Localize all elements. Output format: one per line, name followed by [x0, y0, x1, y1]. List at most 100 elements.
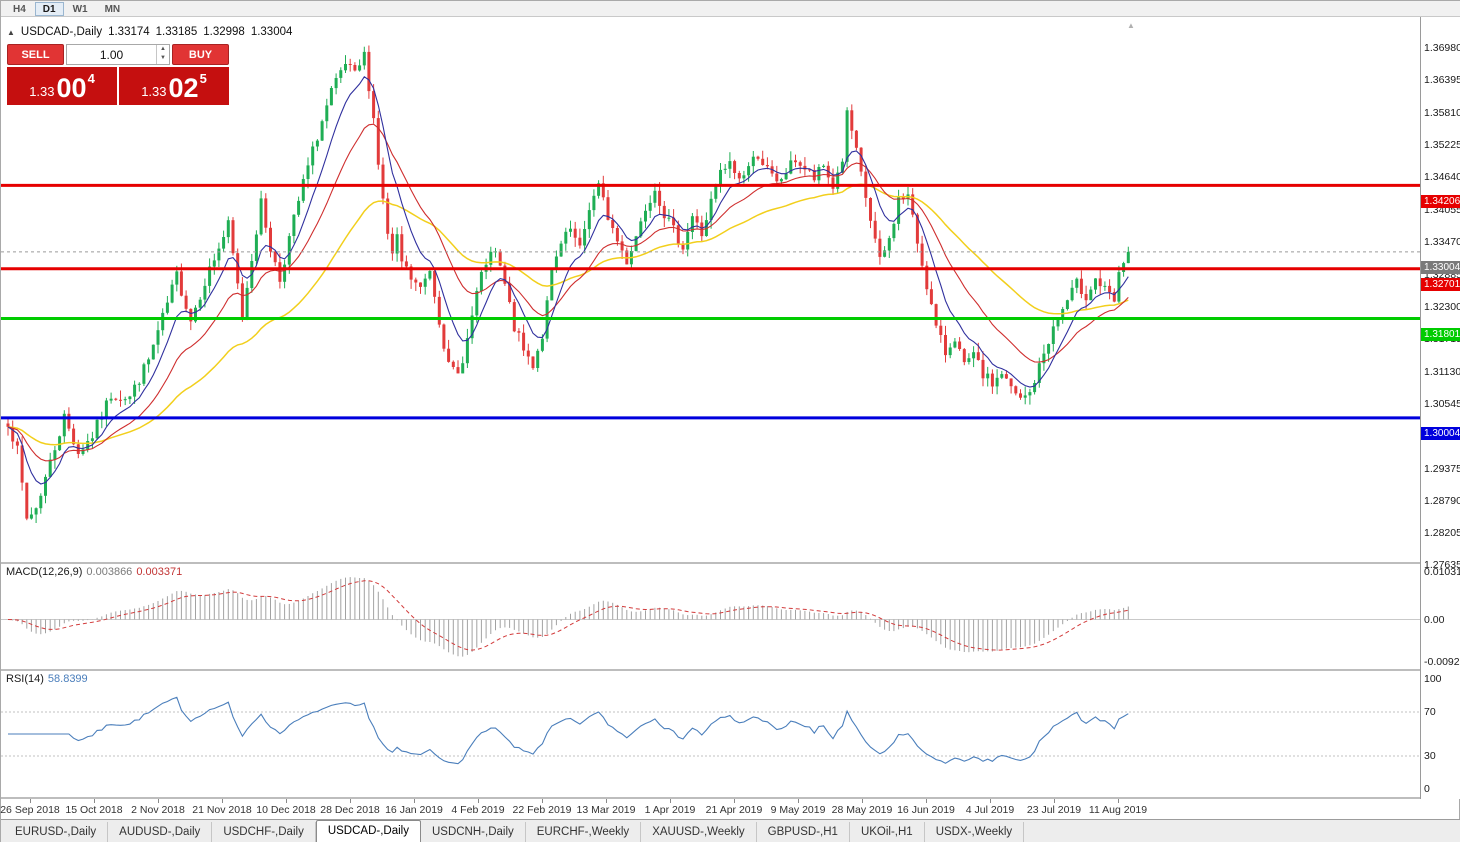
- price-axis-label: 1.33470: [1424, 236, 1460, 248]
- date-label: 23 Jul 2019: [1026, 804, 1082, 816]
- chart-tab[interactable]: USDX-,Weekly: [925, 822, 1025, 842]
- sell-button[interactable]: SELL: [7, 44, 64, 65]
- level-price-badge: 1.30004: [1421, 427, 1460, 440]
- date-tick: [542, 799, 543, 803]
- date-label: 4 Jul 2019: [965, 804, 1015, 816]
- chart-tab[interactable]: XAUUSD-,Weekly: [641, 822, 757, 842]
- chart-header: ▲ USDCAD-,Daily 1.33174 1.33185 1.32998 …: [7, 26, 292, 38]
- pane-separator[interactable]: [1, 797, 1460, 799]
- date-tick: [350, 799, 351, 803]
- date-tick: [606, 799, 607, 803]
- timeframe-toolbar[interactable]: H4 D1 W1 MN: [1, 1, 1460, 17]
- price-axis-label: 1.30545: [1424, 398, 1460, 410]
- chart-tab[interactable]: USDCHF-,Daily: [212, 822, 316, 842]
- price-axis-label: 1.35225: [1424, 139, 1460, 151]
- macd-chart[interactable]: [1, 564, 1420, 669]
- date-tick: [670, 799, 671, 803]
- chart-tab[interactable]: EURCHF-,Weekly: [526, 822, 642, 842]
- date-label: 16 Jan 2019: [385, 804, 443, 816]
- date-label: 15 Oct 2018: [65, 804, 123, 816]
- chart-tab[interactable]: USDCNH-,Daily: [421, 822, 526, 842]
- level-price-badge: 1.34206: [1421, 195, 1460, 208]
- date-tick: [990, 799, 991, 803]
- collapse-trade-panel-icon[interactable]: ▲: [7, 27, 15, 37]
- date-label: 22 Feb 2019: [512, 804, 572, 816]
- date-label: 1 Apr 2019: [644, 804, 696, 816]
- sell-price[interactable]: 1.33 00 4: [7, 67, 117, 105]
- chart-symbol-title: USDCAD-,Daily: [20, 26, 103, 38]
- macd-axis-label: 0.010311: [1424, 566, 1460, 578]
- level-price-badge: 1.32701: [1421, 278, 1460, 291]
- date-label: 11 Aug 2019: [1088, 804, 1148, 816]
- chart-tab[interactable]: USDCAD-,Daily: [315, 820, 421, 842]
- date-tick: [222, 799, 223, 803]
- chart-tab-bar[interactable]: EURUSD-,Daily AUDUSD-,Daily USDCHF-,Daily U…: [1, 819, 1460, 842]
- price-axis-label: 1.28205: [1424, 527, 1460, 539]
- timeframe-button-mn[interactable]: MN: [104, 3, 121, 15]
- pane-separator[interactable]: [1, 669, 1460, 671]
- date-label: 28 May 2019: [831, 804, 893, 816]
- chart-tab[interactable]: UKOil-,H1: [850, 822, 925, 842]
- volume-down-icon[interactable]: ▼: [160, 55, 166, 61]
- macd-indicator-label: MACD(12,26,9) 0.003866 0.003371: [6, 566, 182, 578]
- timeframe-button-d1[interactable]: D1: [34, 1, 64, 16]
- date-label: 16 Jun 2019: [897, 804, 955, 816]
- price-chart[interactable]: [1, 17, 1420, 562]
- date-label: 4 Feb 2019: [451, 804, 505, 816]
- date-tick: [286, 799, 287, 803]
- timeframe-button-h4[interactable]: H4: [13, 3, 26, 15]
- volume-spinner[interactable]: ▲ ▼: [156, 45, 169, 64]
- volume-up-icon[interactable]: ▲: [160, 46, 166, 52]
- chart-shift-marker-icon: ▲: [1127, 21, 1135, 30]
- date-tick: [926, 799, 927, 803]
- date-label: 9 May 2019: [770, 804, 826, 816]
- buy-button[interactable]: BUY: [172, 44, 229, 65]
- price-axis-label: 1.32300: [1424, 301, 1460, 313]
- sell-price-big: 00: [56, 73, 87, 104]
- price-axis-label: 1.27635: [1424, 559, 1460, 571]
- current-price-badge: 1.33004: [1421, 261, 1460, 274]
- volume-input[interactable]: ▲▼: [66, 44, 170, 65]
- buy-price-pip: 5: [199, 71, 207, 86]
- date-label: 13 Mar 2019: [576, 804, 636, 816]
- date-tick: [30, 799, 31, 803]
- date-tick: [478, 799, 479, 803]
- chart-tab[interactable]: GBPUSD-,H1: [757, 822, 850, 842]
- rsi-indicator-pane[interactable]: RSI(14) 58.8399: [1, 671, 1420, 797]
- macd-axis-label: 0.00: [1424, 614, 1445, 626]
- date-tick: [734, 799, 735, 803]
- ohlc-open: 1.33174: [108, 26, 150, 38]
- chart-tab[interactable]: EURUSD-,Daily: [4, 822, 109, 842]
- sell-price-pip: 4: [87, 71, 95, 86]
- date-label: 28 Dec 2018: [320, 804, 380, 816]
- date-axis[interactable]: 26 Sep 2018 15 Oct 2018 2 Nov 2018 21 Nov 2…: [0, 799, 1420, 819]
- rsi-chart[interactable]: [1, 671, 1420, 797]
- volume-value[interactable]: [67, 45, 156, 64]
- date-tick: [1118, 799, 1119, 803]
- date-label: 26 Sep 2018: [0, 804, 60, 816]
- date-tick: [1054, 799, 1055, 803]
- buy-price-prefix: 1.33: [141, 84, 167, 99]
- chart-tab[interactable]: AUDUSD-,Daily: [108, 822, 213, 842]
- axis-separator: [1420, 17, 1421, 799]
- buy-price[interactable]: 1.33 02 5: [119, 67, 229, 105]
- timeframe-button-w1[interactable]: W1: [72, 3, 88, 15]
- buy-price-big: 02: [168, 73, 199, 104]
- price-axis-label: 1.36980: [1424, 42, 1460, 54]
- ohlc-high: 1.33185: [155, 26, 198, 38]
- level-price-badge: 1.31801: [1421, 328, 1460, 341]
- date-tick: [862, 799, 863, 803]
- price-chart-pane[interactable]: ▲ USDCAD-,Daily 1.33174 1.33185 1.32998 …: [1, 17, 1420, 562]
- price-axis-label: 1.36395: [1424, 74, 1460, 86]
- date-label: 2 Nov 2018: [131, 804, 185, 816]
- rsi-value: 58.8399: [47, 673, 88, 685]
- macd-indicator-pane[interactable]: MACD(12,26,9) 0.003866 0.003371: [1, 564, 1420, 669]
- rsi-axis-label: 100: [1424, 673, 1442, 685]
- date-tick: [414, 799, 415, 803]
- pane-separator[interactable]: [1, 562, 1460, 564]
- macd-value-signal: 0.003371: [136, 566, 183, 578]
- price-axis[interactable]: 1.36980 1.36395 1.35810 1.35225 1.34640 1.340…: [1421, 17, 1460, 799]
- rsi-axis-label: 0: [1424, 783, 1430, 795]
